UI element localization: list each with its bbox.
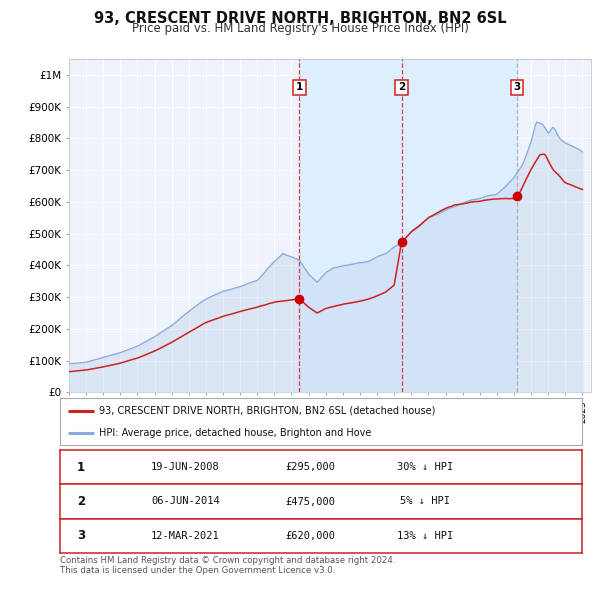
Text: 3: 3 — [514, 83, 521, 92]
Text: 1: 1 — [296, 83, 303, 92]
Text: 30% ↓ HPI: 30% ↓ HPI — [397, 463, 454, 472]
Text: 2: 2 — [398, 83, 405, 92]
Bar — [299, 59, 517, 392]
Text: £475,000: £475,000 — [286, 497, 335, 506]
Text: 3: 3 — [77, 529, 85, 542]
Text: 12-MAR-2021: 12-MAR-2021 — [151, 531, 220, 540]
Text: 06-JUN-2014: 06-JUN-2014 — [151, 497, 220, 506]
Text: 2: 2 — [77, 495, 85, 508]
Text: 5% ↓ HPI: 5% ↓ HPI — [400, 497, 451, 506]
Text: 93, CRESCENT DRIVE NORTH, BRIGHTON, BN2 6SL (detached house): 93, CRESCENT DRIVE NORTH, BRIGHTON, BN2 … — [99, 406, 436, 416]
Text: 93, CRESCENT DRIVE NORTH, BRIGHTON, BN2 6SL: 93, CRESCENT DRIVE NORTH, BRIGHTON, BN2 … — [94, 11, 506, 25]
Text: 19-JUN-2008: 19-JUN-2008 — [151, 463, 220, 472]
Text: HPI: Average price, detached house, Brighton and Hove: HPI: Average price, detached house, Brig… — [99, 428, 371, 438]
Text: 13% ↓ HPI: 13% ↓ HPI — [397, 531, 454, 540]
Text: Contains HM Land Registry data © Crown copyright and database right 2024.
This d: Contains HM Land Registry data © Crown c… — [60, 556, 395, 575]
Text: £295,000: £295,000 — [286, 463, 335, 472]
Text: 1: 1 — [77, 461, 85, 474]
Text: £620,000: £620,000 — [286, 531, 335, 540]
Text: Price paid vs. HM Land Registry's House Price Index (HPI): Price paid vs. HM Land Registry's House … — [131, 22, 469, 35]
